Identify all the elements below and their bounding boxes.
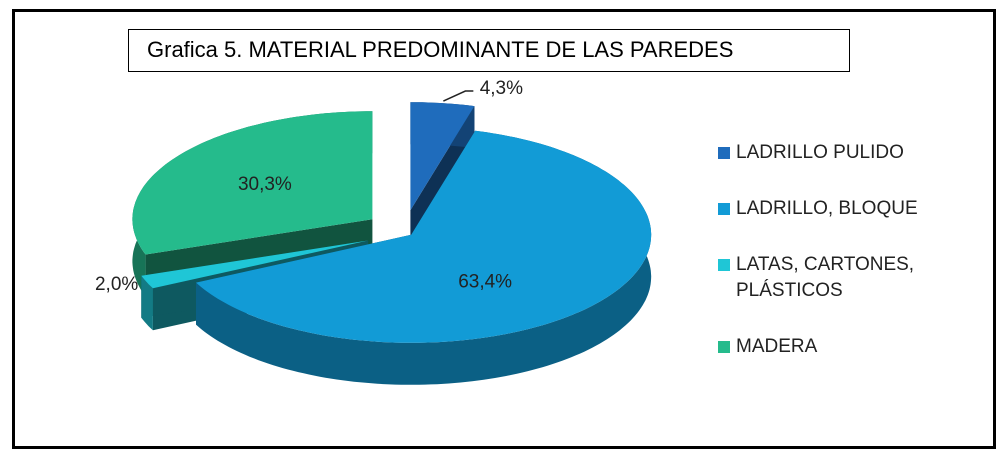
legend-label: MADERA — [736, 336, 818, 357]
legend-item: LADRILLO, BLOQUE — [718, 196, 968, 222]
data-label: 4,3% — [480, 78, 523, 99]
pie-chart: 4,3% 63,4% 2,0% 30,3% — [95, 78, 652, 385]
slice-top — [410, 102, 475, 211]
data-label: 63,4% — [458, 271, 512, 292]
legend: LADRILLO PULIDO LADRILLO, BLOQUE LATAS, CA… — [718, 140, 968, 390]
legend-label: LADRILLO, BLOQUE — [736, 198, 918, 219]
chart-title: Grafica 5. MATERIAL PREDOMINANTE DE LAS … — [128, 29, 850, 72]
legend-item: MADERA — [718, 334, 968, 360]
slice-wall — [141, 275, 153, 331]
legend-item: LADRILLO PULIDO — [718, 140, 968, 166]
slice-top — [141, 240, 369, 289]
legend-swatch — [718, 259, 730, 271]
legend-item: LATAS, CARTONES, PLÁSTICOS — [718, 252, 968, 304]
slice — [196, 130, 652, 385]
page: Grafica 5. MATERIAL PREDOMINANTE DE LAS … — [12, 9, 996, 449]
data-label: 30,3% — [238, 174, 292, 195]
legend-swatch — [718, 203, 730, 215]
legend-label: LATAS, CARTONES, PLÁSTICOS — [736, 254, 915, 301]
data-label: 2,0% — [95, 274, 138, 295]
slice-top — [132, 111, 373, 255]
legend-swatch — [718, 147, 730, 159]
leader-line — [443, 90, 474, 102]
legend-label: LADRILLO PULIDO — [736, 142, 904, 163]
slice-top — [196, 130, 652, 343]
legend-swatch — [718, 341, 730, 353]
